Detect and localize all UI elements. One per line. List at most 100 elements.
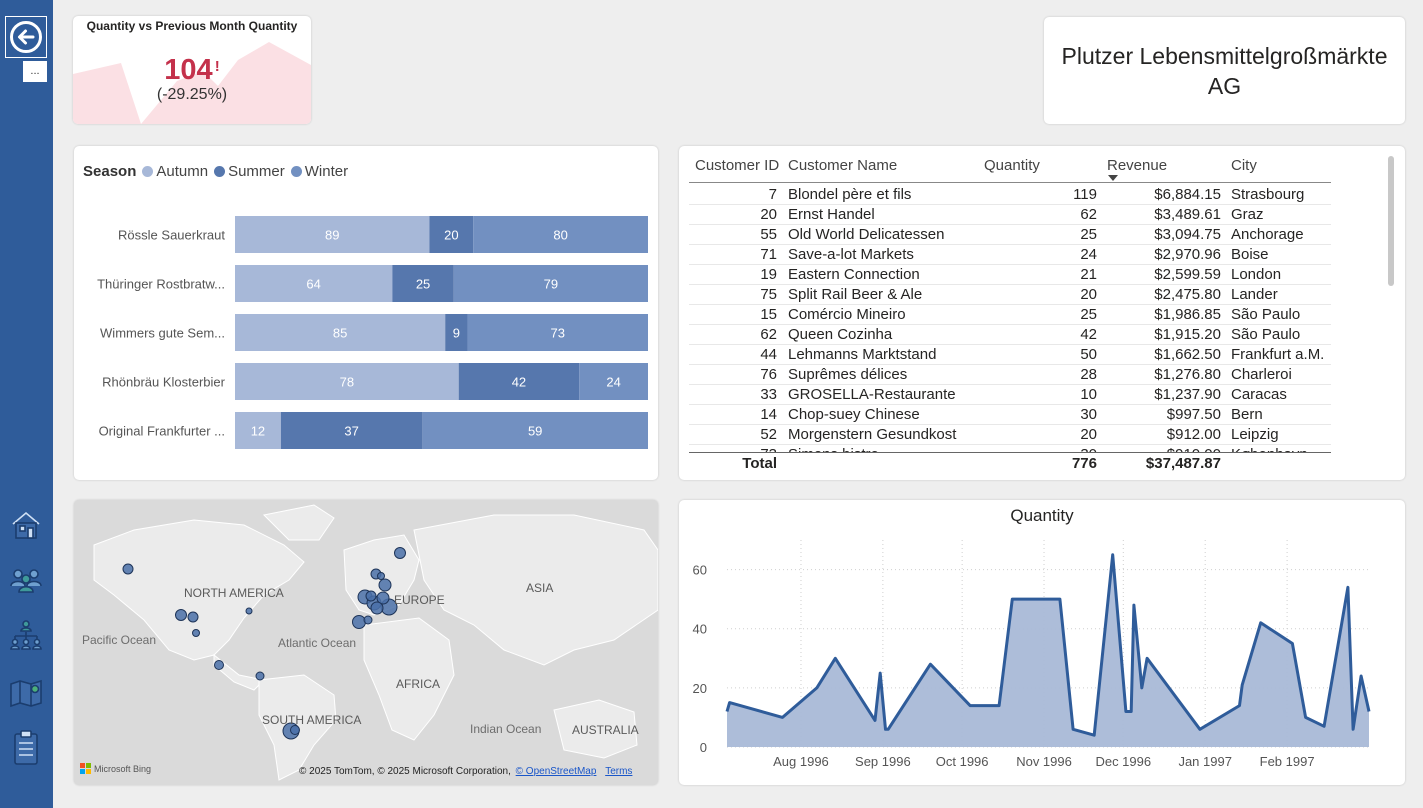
bar-segment-winter[interactable] [579, 363, 648, 400]
table-row[interactable]: 33 GROSELLA-Restaurante 10 $1,237.90 Caracas [689, 385, 1331, 405]
bar-segment-autumn[interactable] [235, 216, 430, 253]
kpi-card[interactable]: Quantity vs Previous Month Quantity 104!… [73, 16, 311, 124]
cell-quantity: 30 [1080, 406, 1097, 423]
legend-dot-winter [290, 166, 302, 177]
bar-data-label: 80 [553, 228, 567, 243]
season-bar-chart[interactable]: Season Autumn Summer Winter Rössle Sauer… [74, 146, 658, 480]
land-asia [413, 514, 658, 666]
table-row[interactable]: 44 Lehmanns Marktstand 50 $1,662.50 Frankfur… [689, 345, 1331, 365]
table-row[interactable]: 76 Suprêmes délices 28 $1,276.80 Charleroi [689, 365, 1331, 385]
cell-customer-name: Save-a-lot Markets [788, 246, 914, 263]
customer-table[interactable]: Customer ID Customer Name Quantity Reven… [679, 146, 1405, 480]
bar-data-label: 79 [544, 277, 558, 292]
land-central-america [213, 653, 266, 691]
bing-label: Microsoft Bing [94, 763, 152, 774]
legend-item-autumn[interactable]: Autumn [142, 163, 208, 180]
table-scrollbar[interactable] [1388, 156, 1394, 286]
quantity-series-line[interactable] [725, 553, 1371, 737]
nav-hierarchy-button[interactable] [8, 617, 44, 653]
customer-map[interactable]: NORTH AMERICA EUROPE ASIA Pacific Ocean … [74, 500, 658, 785]
cell-revenue: $1,662.50 [1154, 346, 1221, 363]
table-row[interactable]: 75 Split Rail Beer & Ale 20 $2,475.80 Lander [689, 285, 1331, 305]
cell-quantity: 28 [1080, 366, 1097, 383]
openstreetmap-link[interactable]: © OpenStreetMap [515, 766, 597, 777]
chart-title: Quantity [1010, 506, 1074, 525]
table-row[interactable]: 14 Chop-suey Chinese 30 $997.50 Bern [689, 405, 1331, 425]
col-header-customer-name[interactable]: Customer Name [788, 157, 898, 174]
legend-item-winter[interactable]: Winter [290, 163, 349, 180]
table-row[interactable]: 20 Ernst Handel 62 $3,489.61 Graz [689, 205, 1331, 225]
cell-city: São Paulo [1231, 306, 1301, 323]
cell-customer-name: Morgenstern Gesundkost [788, 426, 957, 443]
bar-segment-winter[interactable] [467, 314, 648, 351]
total-quantity: 776 [1071, 455, 1097, 472]
bar-segment-winter[interactable] [422, 412, 648, 449]
land-greenland [262, 504, 335, 541]
cell-city: London [1231, 266, 1282, 283]
bar-segment-summer[interactable] [445, 314, 468, 351]
nav-home-button[interactable] [8, 507, 44, 543]
customer-marker [378, 578, 392, 592]
map-label-pacific: Pacific Ocean [82, 633, 157, 647]
col-header-quantity[interactable]: Quantity [984, 157, 1040, 174]
quantity-area-chart[interactable]: Quantity 0 20 40 60 Aug 1996 Sep 1996 Oct 1996… [679, 500, 1405, 785]
cell-customer-name: Old World Delicatessen [788, 226, 945, 243]
terms-link[interactable]: Terms [605, 766, 633, 777]
customer-marker [363, 615, 373, 625]
map-label-south-america: SOUTH AMERICA [262, 713, 362, 727]
y-tick-label: 60 [693, 563, 707, 578]
kpi-title: Quantity vs Previous Month Quantity [86, 19, 298, 33]
col-header-revenue[interactable]: Revenue [1107, 157, 1168, 174]
cell-customer-name: GROSELLA-Restaurante [788, 386, 956, 403]
table-row[interactable]: 52 Morgenstern Gesundkost 20 $912.00 Leipzig [689, 425, 1331, 445]
cell-revenue: $2,599.59 [1154, 266, 1221, 283]
cell-city: København [1231, 446, 1331, 452]
bar-segment-autumn[interactable] [235, 363, 459, 400]
sidebar: ... [0, 0, 53, 808]
bar-data-label: 20 [444, 228, 458, 243]
col-header-city[interactable]: City [1231, 157, 1257, 174]
bar-segment-winter[interactable] [473, 216, 648, 253]
table-row[interactable]: 73 Simons bistro 30 $910.00 København [689, 445, 1331, 452]
customer-marker [394, 547, 406, 559]
sort-descending-icon [1108, 175, 1118, 181]
x-tick-label: Jan 1997 [1178, 754, 1232, 769]
x-tick-label: Aug 1996 [773, 754, 829, 769]
table-body: 7 Blondel père et fils 119 $6,884.15 Strasbo… [679, 146, 1379, 452]
bar-segment-summer[interactable] [429, 216, 474, 253]
bar-segment-summer[interactable] [458, 363, 580, 400]
table-row[interactable]: 15 Comércio Mineiro 25 $1,986.85 São Paulo [689, 305, 1331, 325]
col-header-customer-id[interactable]: Customer ID [695, 157, 780, 174]
table-total-row: Total 776 $37,487.87 [689, 452, 1331, 474]
page-title-line2: AG [1207, 72, 1242, 99]
table-row[interactable]: 62 Queen Cozinha 42 $1,915.20 São Paulo [689, 325, 1331, 345]
bar-chart-svg: Rössle Sauerkraut 89 20 80 Thüringer Rostbra… [97, 216, 648, 449]
bar-data-label: 85 [333, 326, 347, 341]
bar-segment-autumn[interactable] [235, 314, 446, 351]
arrow-left-circle-icon [10, 21, 42, 53]
cell-revenue: $1,915.20 [1154, 326, 1221, 343]
bar-segment-summer[interactable] [280, 412, 423, 449]
nav-map-button[interactable] [8, 675, 44, 711]
bar-segment-summer[interactable] [392, 265, 454, 302]
bar-segment-autumn[interactable] [235, 412, 281, 449]
table-row[interactable]: 19 Eastern Connection 21 $2,599.59 London [689, 265, 1331, 285]
legend-label-winter: Winter [304, 163, 349, 180]
bar-data-label: 25 [416, 277, 430, 292]
cell-city: Anchorage [1231, 226, 1304, 243]
nav-orders-button[interactable] [8, 730, 44, 766]
bar-segment-autumn[interactable] [235, 265, 393, 302]
nav-customers-button[interactable] [8, 561, 44, 597]
table-row[interactable]: 7 Blondel père et fils 119 $6,884.15 Strasbo… [689, 185, 1331, 205]
back-button[interactable] [5, 16, 47, 58]
cell-customer-name: Comércio Mineiro [788, 306, 906, 323]
more-options-button[interactable]: ... [23, 61, 47, 82]
legend-label-autumn: Autumn [156, 163, 209, 180]
table-row[interactable]: 71 Save-a-lot Markets 24 $2,970.96 Boise [689, 245, 1331, 265]
chart-legend: Season Autumn Summer Winter [83, 163, 354, 180]
table-row[interactable]: 55 Old World Delicatessen 25 $3,094.75 Ancho… [689, 225, 1331, 245]
legend-item-summer[interactable]: Summer [214, 163, 285, 180]
bar-segment-winter[interactable] [453, 265, 648, 302]
quantity-area [727, 554, 1369, 747]
bar-category-label: Thüringer Rostbratw... [97, 277, 225, 292]
